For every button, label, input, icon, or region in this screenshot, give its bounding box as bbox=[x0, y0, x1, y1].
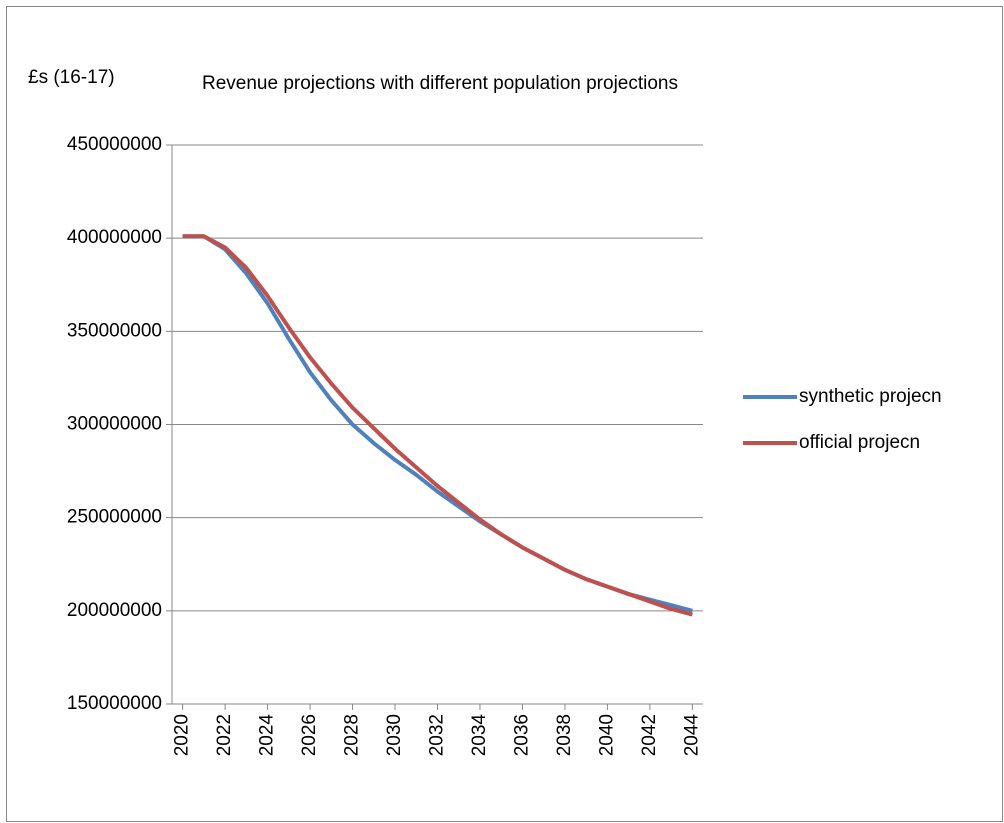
chart-title: Revenue projections with different popul… bbox=[202, 73, 678, 94]
x-tick-label: 2024 bbox=[257, 714, 278, 757]
y-tick-label: 200000000 bbox=[67, 600, 162, 621]
x-tick-label: 2022 bbox=[214, 714, 235, 756]
x-tick-label: 2038 bbox=[554, 714, 575, 756]
x-tick-label: 2020 bbox=[172, 714, 193, 756]
y-tick-label: 350000000 bbox=[67, 320, 162, 341]
x-tick-label: 2042 bbox=[639, 714, 660, 756]
x-tick-label: 2034 bbox=[469, 714, 490, 757]
y-tick-label: 250000000 bbox=[67, 507, 162, 528]
legend-label: official projecn bbox=[799, 432, 920, 453]
x-tick-label: 2030 bbox=[384, 714, 405, 756]
y-tick-label: 300000000 bbox=[67, 414, 162, 435]
x-tick-label: 2026 bbox=[299, 714, 320, 756]
x-tick-label: 2028 bbox=[342, 714, 363, 756]
x-tick-label: 2032 bbox=[427, 714, 448, 756]
y-tick-label: 450000000 bbox=[67, 134, 162, 155]
y-axis-label: £s (16-17) bbox=[28, 67, 115, 88]
y-tick-label: 150000000 bbox=[67, 693, 162, 714]
y-tick-label: 400000000 bbox=[67, 227, 162, 248]
legend-label: synthetic projecn bbox=[799, 386, 942, 407]
x-tick-label: 2036 bbox=[511, 714, 532, 756]
x-tick-label: 2044 bbox=[681, 714, 702, 757]
x-tick-label: 2040 bbox=[596, 714, 617, 756]
data-line bbox=[182, 234, 693, 617]
